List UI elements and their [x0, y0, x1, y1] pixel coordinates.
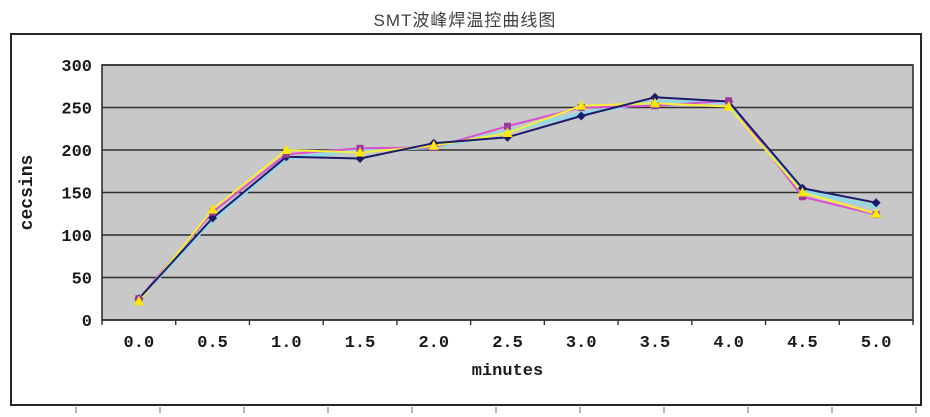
plot-border	[101, 64, 914, 321]
series-3-marker	[281, 144, 292, 154]
x-tick-label-2.0: 2.0	[418, 334, 449, 353]
series-1-marker	[650, 92, 660, 102]
x-tick-label-1.5: 1.5	[345, 334, 376, 353]
series-2-marker	[725, 97, 733, 105]
series-1-marker	[576, 111, 586, 121]
ruler-tick	[915, 407, 917, 413]
y-tick-label-300: 300	[61, 58, 92, 77]
series-3-marker	[428, 140, 439, 150]
x-tick-label-0.5: 0.5	[197, 334, 228, 353]
series-3-marker	[723, 101, 734, 111]
series-2-marker	[282, 150, 290, 158]
chart-frame: 0 50 100 150 200 250 300 0.0 0.5 1.0 1.5 2.0 2.5 3.0 3…	[10, 33, 922, 406]
y-axis-title: cecsins	[18, 155, 38, 231]
ruler-tick	[159, 407, 161, 413]
series-3-marker	[871, 208, 882, 218]
x-tick-label-1.0: 1.0	[271, 334, 302, 353]
ruler-tick	[495, 407, 497, 413]
ruler-tick	[75, 407, 77, 413]
temperature-line-chart: 0 50 100 150 200 250 300 0.0 0.5 1.0 1.5 2.0 2.5 3.0 3…	[18, 58, 914, 381]
series-3-marker	[649, 97, 660, 108]
cropped-ruler-ticks	[0, 407, 930, 417]
x-tick-label-4.5: 4.5	[787, 334, 818, 353]
series-3-marker	[576, 100, 587, 110]
y-tick-label-100: 100	[61, 228, 92, 247]
ruler-tick	[327, 407, 329, 413]
ruler-tick	[831, 407, 833, 413]
series-3-marker	[207, 204, 218, 214]
chart-title: SMT波峰焊温控曲线图	[373, 11, 557, 30]
x-tick-label-2.5: 2.5	[492, 334, 523, 353]
series-3-marker	[133, 295, 144, 306]
x-tick-label-3.5: 3.5	[640, 334, 671, 353]
series-3-marker	[797, 187, 808, 197]
y-tick-label-0: 0	[82, 313, 92, 332]
y-tick-label-200: 200	[61, 143, 92, 162]
series-1-marker	[208, 213, 218, 223]
series-2-marker	[504, 122, 511, 130]
y-tick-label-150: 150	[61, 186, 92, 205]
ruler-tick	[747, 407, 749, 413]
ruler-tick	[663, 407, 665, 413]
y-tick-label-50: 50	[72, 271, 92, 290]
ruler-tick	[243, 407, 245, 413]
series-3-marker	[355, 147, 366, 157]
x-tick-label-0.0: 0.0	[124, 334, 155, 353]
series-3-marker	[502, 127, 513, 137]
series-1-marker	[871, 198, 881, 208]
x-tick-label-5.0: 5.0	[861, 334, 892, 353]
y-tick-label-250: 250	[61, 101, 92, 120]
x-tick-label-3.0: 3.0	[566, 334, 597, 353]
ruler-tick	[411, 407, 413, 413]
x-tick-label-4.0: 4.0	[713, 334, 744, 353]
x-axis-title: minutes	[472, 362, 543, 381]
ruler-tick	[579, 407, 581, 413]
series-2-marker	[798, 193, 806, 201]
